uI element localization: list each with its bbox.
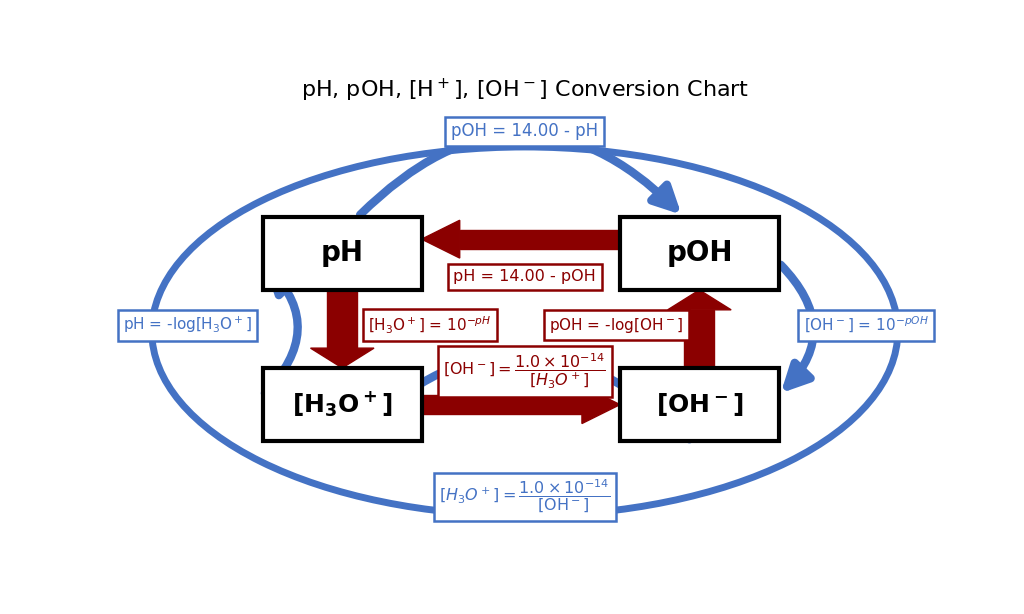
FancyBboxPatch shape (620, 217, 779, 290)
Text: $\mathbf{[H_3O^+]}$: $\mathbf{[H_3O^+]}$ (292, 390, 392, 419)
Text: $\mathbf{[OH^-]}$: $\mathbf{[OH^-]}$ (655, 391, 743, 418)
Text: pOH: pOH (667, 239, 732, 267)
Text: $[H_3O^+] = \dfrac{1.0 \times 10^{-14}}{[\mathrm{OH^-}]}$: $[H_3O^+] = \dfrac{1.0 \times 10^{-14}}{… (439, 478, 610, 515)
Text: pOH = -log[OH$^-$]: pOH = -log[OH$^-$] (549, 316, 683, 335)
Text: [OH$^-$] = 10$^{-pOH}$: [OH$^-$] = 10$^{-pOH}$ (804, 315, 929, 335)
FancyBboxPatch shape (263, 217, 422, 290)
Text: pH: pH (321, 239, 364, 267)
Text: pH = 14.00 - pOH: pH = 14.00 - pOH (454, 270, 596, 284)
Polygon shape (668, 290, 731, 310)
Polygon shape (582, 386, 620, 424)
Text: pH = -log[H$_3$O$^+$]: pH = -log[H$_3$O$^+$] (123, 315, 252, 335)
Polygon shape (422, 395, 582, 414)
Polygon shape (310, 348, 374, 368)
Polygon shape (460, 230, 620, 249)
Polygon shape (328, 290, 357, 348)
Polygon shape (684, 310, 715, 368)
Text: pOH = 14.00 - pH: pOH = 14.00 - pH (452, 122, 598, 141)
Text: [H$_3$O$^+$] = 10$^{-pH}$: [H$_3$O$^+$] = 10$^{-pH}$ (368, 314, 492, 336)
Text: $[\mathrm{OH^-}] = \dfrac{1.0 \times 10^{-14}}{[H_3O^+]}$: $[\mathrm{OH^-}] = \dfrac{1.0 \times 10^… (443, 352, 606, 391)
Text: pH, pOH, [H$^+$], [OH$^-$] Conversion Chart: pH, pOH, [H$^+$], [OH$^-$] Conversion Ch… (301, 77, 749, 104)
Polygon shape (422, 220, 460, 258)
FancyBboxPatch shape (620, 368, 779, 441)
FancyBboxPatch shape (263, 368, 422, 441)
